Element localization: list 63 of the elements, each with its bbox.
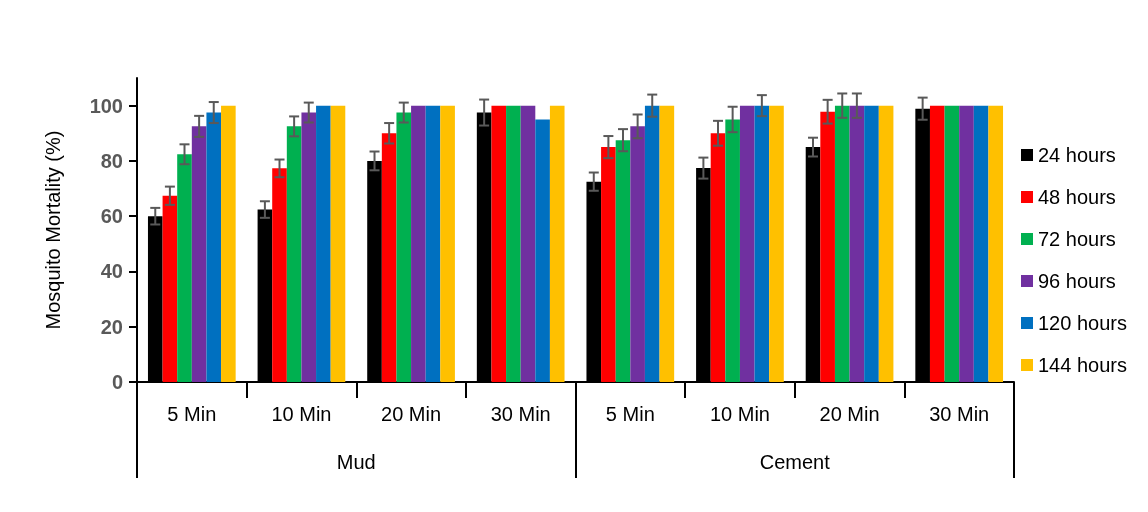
bar [644,105,660,382]
text: Mud [336,451,376,473]
x-tick-label: 30 Min [929,403,990,425]
bar [739,105,755,382]
bar [944,105,960,382]
legend-label: 24 hours [1038,144,1116,166]
bar [491,105,507,382]
bar [659,105,675,382]
bar [191,126,207,382]
bar [330,105,346,382]
bar [221,105,236,382]
text: Cement [759,451,831,473]
x-tick-label: 20 Min [381,403,442,425]
bar [425,105,441,382]
bar [396,112,412,382]
y-axis-title: Mosquito Mortality (%) [42,130,64,330]
bar [929,105,945,382]
y-tick-label: 80 [100,149,123,172]
bar [864,105,879,382]
bar [959,105,974,382]
legend-label: 48 hours [1038,186,1116,208]
bar [177,154,192,382]
bar [973,105,989,382]
y-tick-label: 40 [100,260,123,283]
x-tick-label: 5 Min [167,403,217,425]
bar [820,111,835,382]
y-tick-label: 100 [89,94,123,117]
bar [710,133,726,382]
bar [754,105,770,382]
bar [988,105,1004,382]
legend-label: 144 hours [1038,354,1127,376]
x-tick-label: 30 Min [490,403,551,425]
legend-label: 72 hours [1038,228,1116,250]
bar [615,140,631,382]
bar [601,147,616,382]
bar [506,105,521,382]
bar [286,126,302,382]
bar [381,133,397,382]
bar [834,105,850,382]
bar [206,112,222,382]
y-tick-label: 60 [100,205,123,228]
bar [316,105,331,382]
bar [769,105,784,382]
bar [411,105,426,382]
x-tick-label: 5 Min [605,403,655,425]
bar [725,119,740,382]
bar [520,105,536,382]
bar [272,168,287,382]
x-tick-label: 10 Min [271,403,332,425]
bar [301,112,317,382]
y-tick-label: 20 [100,315,123,338]
bar [549,105,565,382]
bar [440,105,455,382]
bar [849,105,865,382]
bar [162,195,178,382]
x-tick-label: 20 Min [819,403,880,425]
x-tick-label: 10 Min [709,403,770,425]
bar [630,126,645,382]
bar [878,105,894,382]
bar [535,119,550,382]
legend-label: 96 hours [1038,270,1116,292]
legend-label: 120 hours [1038,312,1127,334]
y-tick-label: 0 [111,371,123,393]
